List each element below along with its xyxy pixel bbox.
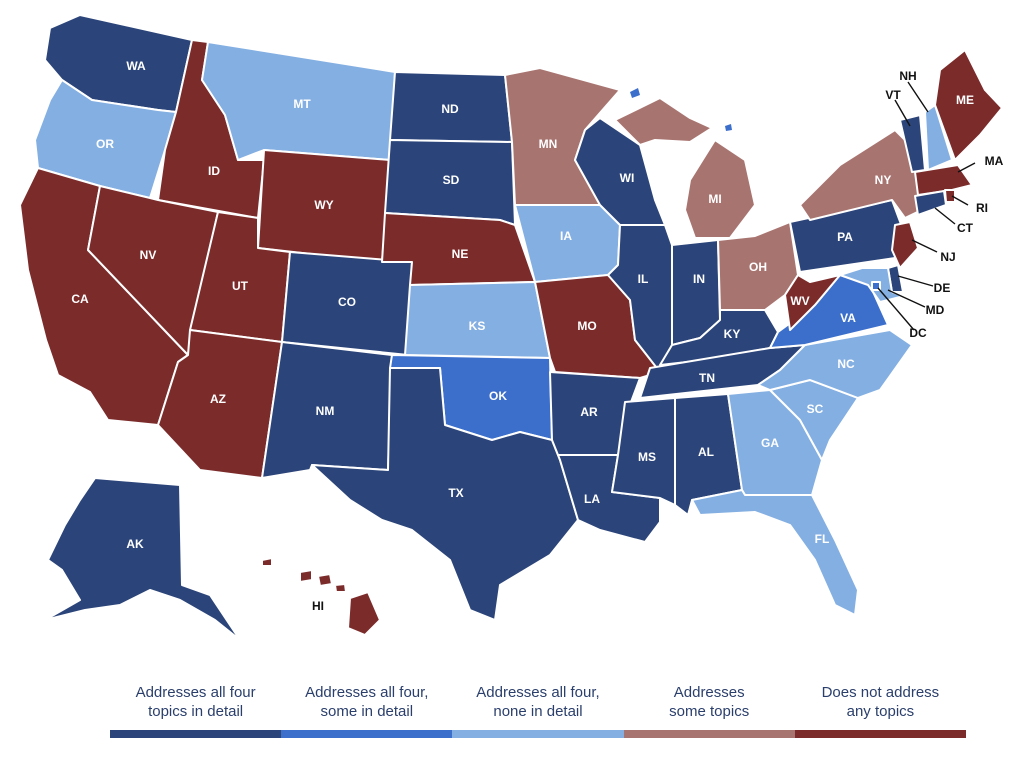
label-ia: IA — [560, 229, 572, 243]
label-ca: CA — [71, 292, 89, 306]
legend-item-all-four-detail: Addresses all four topics in detail — [110, 683, 282, 743]
label-sc: SC — [807, 402, 824, 416]
label-az: AZ — [210, 392, 226, 406]
label-co: CO — [338, 295, 356, 309]
label-tx: TX — [448, 486, 463, 500]
legend-swatch — [110, 730, 282, 738]
label-nm: NM — [316, 404, 335, 418]
label-pa: PA — [837, 230, 853, 244]
label-ne: NE — [452, 247, 469, 261]
legend-label-line2: topics in detail — [148, 703, 244, 720]
state-nj[interactable] — [891, 221, 919, 269]
legend-label-line1: Addresses all four, — [305, 684, 429, 701]
label-oh: OH — [749, 260, 767, 274]
legend-label-line2: none in detail — [493, 703, 583, 720]
legend-label-line1: Addresses all four — [135, 684, 256, 701]
label-mn: MN — [539, 137, 558, 151]
label-mt: MT — [293, 97, 311, 111]
legend-swatch — [281, 730, 453, 738]
label-in: IN — [693, 272, 705, 286]
state-nh[interactable] — [924, 104, 953, 171]
label-ga: GA — [761, 436, 779, 450]
label-wy: WY — [314, 198, 333, 212]
label-al: AL — [698, 445, 714, 459]
label-ar: AR — [580, 405, 598, 419]
label-id: ID — [208, 164, 220, 178]
label-nv: NV — [140, 248, 157, 262]
label-mo: MO — [577, 319, 596, 333]
label-wi: WI — [620, 171, 635, 185]
state-me[interactable] — [934, 49, 1003, 161]
label-me: ME — [956, 93, 974, 107]
legend: Addresses all four topics in detail Addr… — [110, 683, 966, 743]
us-states-map: WA OR CA ID NV MT WY UT AZ CO NM ND SD N… — [19, 14, 1004, 641]
label-ct: CT — [957, 221, 974, 235]
legend-label-line1: Addresses all four, — [476, 684, 600, 701]
label-la: LA — [584, 492, 600, 506]
legend-swatch — [794, 730, 966, 738]
legend-label-line2: any topics — [846, 703, 915, 720]
label-ky: KY — [724, 327, 741, 341]
label-nh: NH — [899, 69, 916, 83]
label-ks: KS — [469, 319, 486, 333]
label-vt: VT — [885, 88, 901, 102]
label-va: VA — [840, 311, 856, 325]
legend-label-line2: some in detail — [320, 703, 414, 720]
legend-swatch — [452, 730, 624, 738]
state-il[interactable] — [607, 224, 673, 373]
leader-lines — [877, 81, 976, 331]
label-mi: MI — [708, 192, 721, 206]
state-hi-islands — [261, 557, 347, 593]
label-nc: NC — [837, 357, 855, 371]
legend-swatch — [623, 730, 795, 738]
label-hi: HI — [312, 599, 324, 613]
label-nd: ND — [441, 102, 459, 116]
legend-label-line2: some topics — [669, 703, 750, 720]
label-ri: RI — [976, 201, 988, 215]
label-fl: FL — [815, 532, 830, 546]
state-nc[interactable] — [757, 329, 913, 399]
label-ma: MA — [985, 154, 1004, 168]
label-wv: WV — [790, 294, 809, 308]
state-ct[interactable] — [914, 190, 947, 216]
label-ut: UT — [232, 279, 249, 293]
label-ok: OK — [489, 389, 507, 403]
label-sd: SD — [443, 173, 460, 187]
state-mi-up[interactable] — [614, 97, 713, 146]
state-hi[interactable] — [347, 591, 381, 636]
legend-item-all-four-none-detail: Addresses all four, none in detail — [452, 683, 624, 743]
legend-label-line1: Does not address — [821, 684, 940, 701]
label-nj: NJ — [940, 250, 955, 264]
state-tx[interactable] — [311, 367, 579, 621]
label-wa: WA — [126, 59, 146, 73]
legend-label-line1: Addresses — [673, 684, 745, 701]
legend-item-none: Does not address any topics — [794, 683, 966, 743]
state-mi[interactable] — [684, 139, 756, 239]
label-or: OR — [96, 137, 114, 151]
state-ma[interactable] — [914, 164, 973, 196]
label-dc: DC — [909, 326, 927, 340]
label-ny: NY — [875, 173, 892, 187]
label-il: IL — [638, 272, 649, 286]
label-tn: TN — [699, 371, 715, 385]
label-ms: MS — [638, 450, 656, 464]
legend-item-some-topics: Addresses some topics — [623, 683, 795, 743]
legend-item-all-four-some-detail: Addresses all four, some in detail — [281, 683, 453, 743]
state-fl[interactable] — [691, 489, 859, 616]
label-ak: AK — [126, 537, 144, 551]
state-ri[interactable] — [944, 189, 956, 203]
state-ak[interactable] — [44, 477, 241, 641]
label-de: DE — [934, 281, 951, 295]
label-md: MD — [926, 303, 945, 317]
